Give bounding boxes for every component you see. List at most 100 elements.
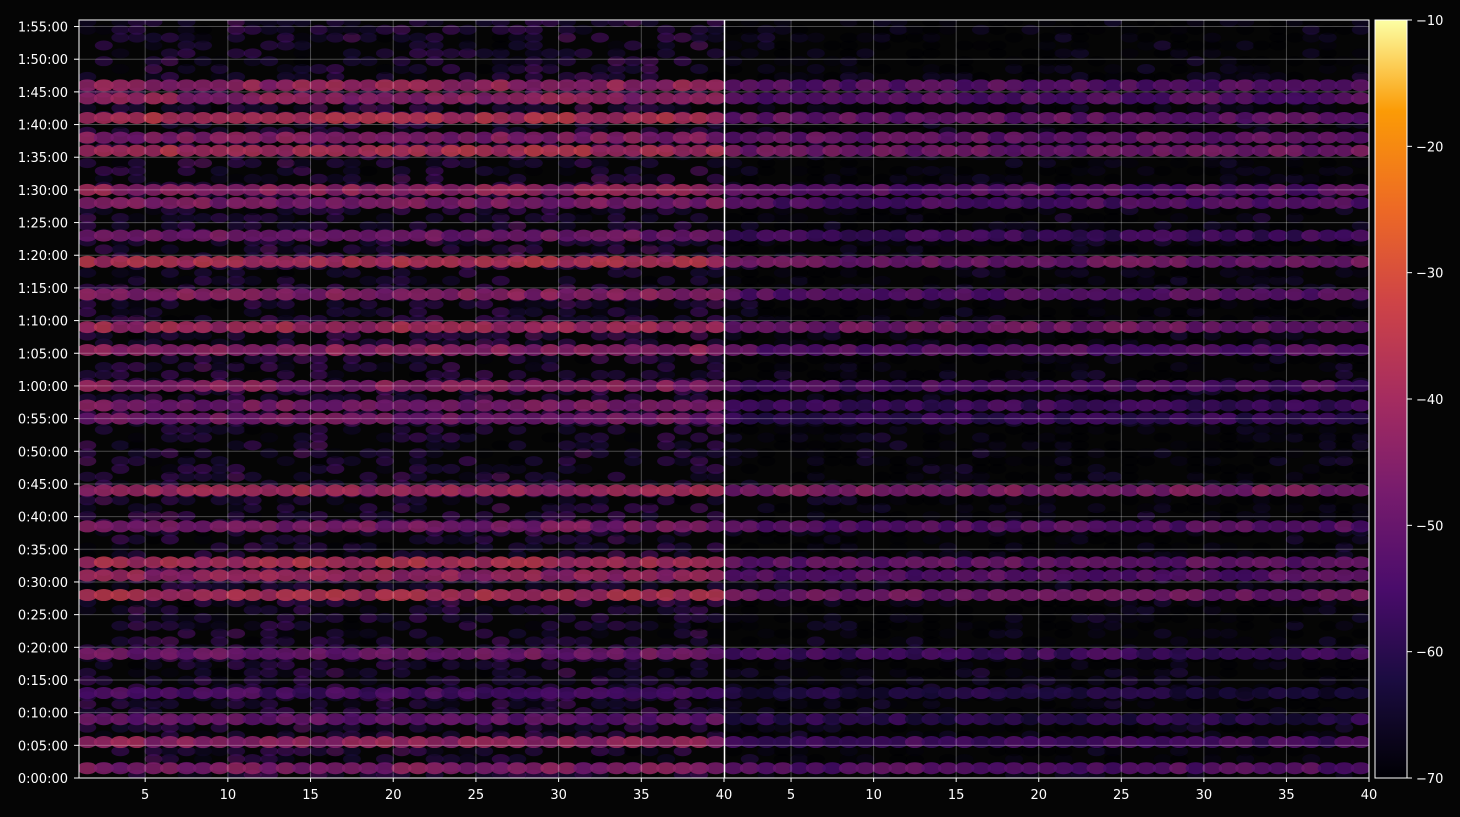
heatmap-cell <box>79 20 97 27</box>
heatmap-cell <box>442 48 461 59</box>
heatmap-cell <box>475 330 494 341</box>
heatmap-cell <box>607 605 626 616</box>
heatmap-cell <box>491 463 510 474</box>
heatmap-cell <box>590 628 609 639</box>
heatmap-cell <box>491 24 510 35</box>
heatmap-cell <box>243 620 262 631</box>
heatmap-cell <box>1335 581 1354 592</box>
heatmap-cell <box>110 92 131 105</box>
heatmap-cell <box>1120 605 1139 616</box>
heatmap-cell <box>457 379 478 392</box>
heatmap-cell <box>872 103 891 114</box>
heatmap-cell <box>1186 103 1205 114</box>
heatmap-cell <box>293 64 312 75</box>
heatmap-cell <box>757 158 776 169</box>
heatmap-cell <box>442 510 461 521</box>
heatmap-cell <box>359 220 378 231</box>
heatmap-cell <box>556 79 577 92</box>
heatmap-cell <box>160 667 179 678</box>
heatmap-cell <box>292 484 313 497</box>
heatmap-cell <box>839 361 858 372</box>
heatmap-cell <box>705 229 724 242</box>
heatmap-cell <box>491 471 510 482</box>
heatmap-cell <box>177 361 196 372</box>
heatmap-cell <box>358 112 379 125</box>
heatmap-cell <box>144 699 163 710</box>
heatmap-cell <box>293 158 312 169</box>
heatmap-cell <box>127 620 146 631</box>
heatmap-cell <box>375 722 394 733</box>
heatmap-cell <box>556 379 577 392</box>
heatmap-cell <box>424 736 445 749</box>
heatmap-cell <box>1038 510 1056 521</box>
heatmap-cell <box>210 369 229 380</box>
heatmap-cell <box>689 229 710 242</box>
heatmap-cell <box>475 605 494 616</box>
heatmap-cell <box>276 620 295 631</box>
heatmap-cell <box>490 569 511 582</box>
heatmap-cell <box>326 212 345 223</box>
heatmap-cell <box>557 20 576 27</box>
heatmap-cell <box>806 354 825 365</box>
heatmap-cell <box>1071 330 1090 341</box>
heatmap-cell <box>457 92 478 105</box>
heatmap-cell <box>79 495 97 506</box>
heatmap-cell <box>325 288 346 301</box>
heatmap-cell <box>160 510 179 521</box>
heatmap-cell <box>606 736 627 749</box>
heatmap-cell <box>374 144 395 157</box>
heatmap-cell <box>259 92 280 105</box>
heatmap-cell <box>672 762 693 775</box>
heatmap-cell <box>624 746 643 757</box>
heatmap-cell <box>79 196 98 209</box>
heatmap-cell <box>292 288 313 301</box>
heatmap-cell <box>275 713 296 726</box>
heatmap-cell <box>806 754 825 765</box>
heatmap-cell <box>623 736 644 749</box>
heatmap-cell <box>1203 448 1222 459</box>
heatmap-cell <box>342 628 361 639</box>
heatmap-cell <box>524 307 543 318</box>
heatmap-cell <box>243 20 262 27</box>
heatmap-cell <box>872 456 891 467</box>
heatmap-cell <box>922 628 941 639</box>
heatmap-cell <box>275 484 296 497</box>
heatmap-cell <box>574 48 593 59</box>
heatmap-cell <box>209 343 230 356</box>
heatmap-cell <box>773 699 792 710</box>
heatmap-cell <box>922 220 941 231</box>
heatmap-cell <box>524 20 543 27</box>
heatmap-cell <box>144 40 163 51</box>
heatmap-cell <box>143 92 164 105</box>
heatmap-cell <box>1071 424 1090 435</box>
heatmap-cell <box>193 321 214 334</box>
heatmap-cell <box>194 675 213 686</box>
heatmap-cell <box>839 369 858 380</box>
heatmap-cell <box>441 687 462 700</box>
heatmap-cell <box>110 713 131 726</box>
heatmap-cell <box>971 220 990 231</box>
heatmap-cell <box>325 343 346 356</box>
heatmap-cell <box>1269 659 1288 670</box>
heatmap-cell <box>374 321 395 334</box>
heatmap-cell <box>639 713 660 726</box>
heatmap-cell <box>557 165 576 176</box>
heatmap-cell <box>672 183 693 196</box>
heatmap-cell <box>689 687 710 700</box>
heatmap-cell <box>475 722 494 733</box>
heatmap-cell <box>1021 581 1040 592</box>
heatmap-cell <box>523 112 544 125</box>
heatmap-cell <box>293 534 312 545</box>
heatmap-cell <box>1054 103 1073 114</box>
heatmap-cell <box>1170 330 1189 341</box>
heatmap-cell <box>624 64 643 75</box>
heatmap-cell <box>607 620 626 631</box>
heatmap-cell <box>806 456 825 467</box>
heatmap-cell <box>889 471 908 482</box>
heatmap-cell <box>790 165 809 176</box>
heatmap-cell <box>93 713 114 726</box>
heatmap-cell <box>210 275 229 286</box>
heatmap-cell <box>872 244 891 255</box>
heatmap-cell <box>226 520 247 533</box>
heatmap-cell <box>409 361 428 372</box>
